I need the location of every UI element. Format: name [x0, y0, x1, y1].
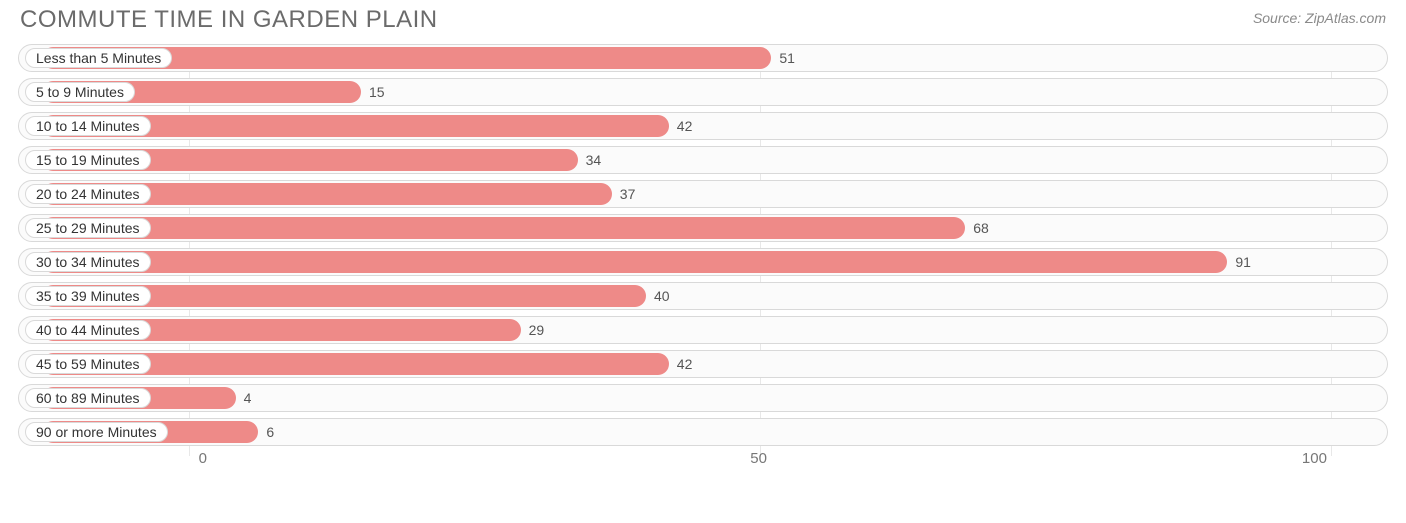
chart-title: COMMUTE TIME IN GARDEN PLAIN: [20, 6, 438, 34]
chart-rows: Less than 5 Minutes 51 5 to 9 Minutes 15 10 …: [18, 44, 1388, 484]
value-label: 37: [620, 181, 636, 207]
category-label: 10 to 14 Minutes: [25, 116, 151, 136]
axis-tick: 0: [199, 450, 207, 467]
chart-axis: 0 50 100: [36, 450, 1370, 474]
bar-row: 15 to 19 Minutes 34: [18, 146, 1388, 174]
category-label: 5 to 9 Minutes: [25, 82, 135, 102]
chart-header: COMMUTE TIME IN GARDEN PLAIN Source: Zip…: [0, 0, 1406, 34]
category-label: 35 to 39 Minutes: [25, 286, 151, 306]
axis-tick: 100: [1302, 450, 1327, 467]
value-label: 29: [529, 317, 545, 343]
bar-row: 30 to 34 Minutes 91: [18, 248, 1388, 276]
bar-row: 10 to 14 Minutes 42: [18, 112, 1388, 140]
value-label: 51: [779, 45, 795, 71]
bar-row: 40 to 44 Minutes 29: [18, 316, 1388, 344]
value-label: 15: [369, 79, 385, 105]
value-label: 68: [973, 215, 989, 241]
category-label: 60 to 89 Minutes: [25, 388, 151, 408]
bar-row: 20 to 24 Minutes 37: [18, 180, 1388, 208]
category-label: Less than 5 Minutes: [25, 48, 172, 68]
bar-row: Less than 5 Minutes 51: [18, 44, 1388, 72]
bar-row: 35 to 39 Minutes 40: [18, 282, 1388, 310]
bar-row: 25 to 29 Minutes 68: [18, 214, 1388, 242]
axis-tick: 50: [750, 450, 767, 467]
bar-row: 90 or more Minutes 6: [18, 418, 1388, 446]
category-label: 90 or more Minutes: [25, 422, 168, 442]
value-label: 34: [586, 147, 602, 173]
category-label: 25 to 29 Minutes: [25, 218, 151, 238]
bar: [42, 217, 965, 239]
category-label: 40 to 44 Minutes: [25, 320, 151, 340]
bar-row: 5 to 9 Minutes 15: [18, 78, 1388, 106]
value-label: 4: [244, 385, 252, 411]
bar-row: 60 to 89 Minutes 4: [18, 384, 1388, 412]
bar-row: 45 to 59 Minutes 42: [18, 350, 1388, 378]
value-label: 40: [654, 283, 670, 309]
value-label: 42: [677, 113, 693, 139]
category-label: 30 to 34 Minutes: [25, 252, 151, 272]
category-label: 45 to 59 Minutes: [25, 354, 151, 374]
bar: [42, 251, 1228, 273]
category-label: 20 to 24 Minutes: [25, 184, 151, 204]
chart-source: Source: ZipAtlas.com: [1253, 10, 1386, 26]
chart-area: Less than 5 Minutes 51 5 to 9 Minutes 15 10 …: [18, 44, 1388, 484]
value-label: 6: [266, 419, 274, 445]
value-label: 42: [677, 351, 693, 377]
value-label: 91: [1235, 249, 1251, 275]
category-label: 15 to 19 Minutes: [25, 150, 151, 170]
